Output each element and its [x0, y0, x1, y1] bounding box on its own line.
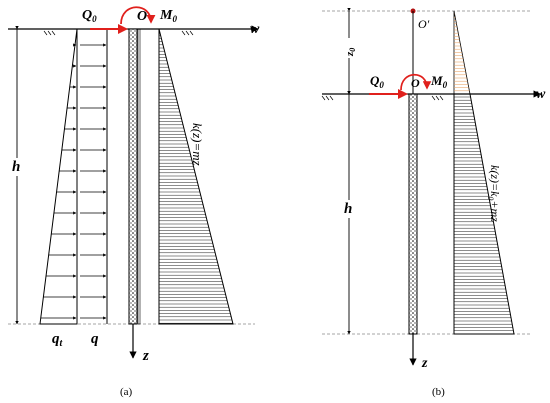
kz-trapezoid-b — [453, 93, 515, 335]
m0-moment-arc-a — [120, 6, 156, 25]
kz-upper-hatch-b — [454, 13, 470, 92]
q-label: q — [91, 331, 99, 347]
m0-label-b: M0 — [430, 73, 448, 90]
soil-hatch-b — [321, 95, 444, 101]
kz-hatch-a — [159, 31, 233, 324]
qt-load-arrows — [40, 43, 77, 320]
q-load-arrows — [80, 43, 107, 320]
z-label-a: z — [142, 348, 149, 364]
kz-triangle-a — [158, 28, 234, 325]
h-label-b: h — [344, 201, 352, 217]
q0-label-a: Q0 — [82, 8, 97, 24]
kz-label-a: k(z)=mz — [190, 123, 205, 166]
kz-lower-hatch-b — [454, 96, 514, 335]
pile-a — [128, 28, 138, 325]
z0-label: z0 — [344, 48, 357, 57]
h-label-a: h — [12, 159, 20, 175]
soil-hatch-a — [43, 30, 194, 36]
caption-a: (a) — [120, 386, 133, 398]
z-label-b: z — [421, 356, 428, 371]
kz-label-b: k(z)=k0+mz — [486, 165, 502, 222]
panel-b: z0 h O′ z k(z)=k0+mz Q0 O M0 w (b) — [321, 7, 546, 398]
panel-a: h z k(z)=mz Q0 O M0 w qt q (a) — [8, 6, 260, 398]
qt-label: qt — [52, 331, 64, 349]
m0-label-a: M0 — [159, 8, 177, 24]
triangle-load-qt — [39, 28, 78, 325]
o-prime-label: O′ — [418, 17, 430, 31]
pile-b — [408, 93, 418, 335]
w-axis-label-b: w — [536, 87, 546, 102]
m0-moment-arc-b — [400, 73, 432, 91]
origin-label-a: O — [137, 9, 147, 24]
w-axis-label-a: w — [250, 22, 260, 37]
origin-label-b: O — [411, 76, 420, 90]
caption-b: (b) — [432, 386, 445, 398]
q0-label-b: Q0 — [370, 73, 384, 90]
